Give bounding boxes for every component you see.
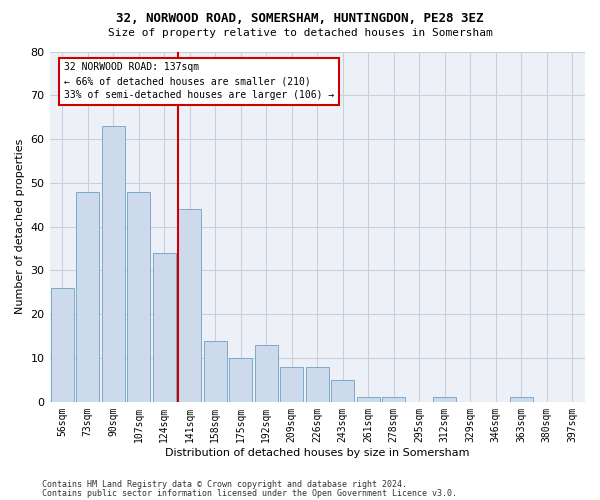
Bar [127, 192, 150, 402]
Bar [204, 340, 227, 402]
Bar [255, 345, 278, 402]
Y-axis label: Number of detached properties: Number of detached properties [15, 139, 25, 314]
Bar [433, 398, 456, 402]
Text: 32 NORWOOD ROAD: 137sqm
← 66% of detached houses are smaller (210)
33% of semi-d: 32 NORWOOD ROAD: 137sqm ← 66% of detache… [64, 62, 335, 100]
Bar [357, 398, 380, 402]
Bar [510, 398, 533, 402]
Bar [280, 367, 303, 402]
Bar [102, 126, 125, 402]
Bar [153, 253, 176, 402]
Bar [382, 398, 405, 402]
Text: 32, NORWOOD ROAD, SOMERSHAM, HUNTINGDON, PE28 3EZ: 32, NORWOOD ROAD, SOMERSHAM, HUNTINGDON,… [116, 12, 484, 26]
Bar [331, 380, 354, 402]
Bar [76, 192, 99, 402]
Text: Contains public sector information licensed under the Open Government Licence v3: Contains public sector information licen… [42, 489, 457, 498]
Bar [229, 358, 252, 402]
Text: Contains HM Land Registry data © Crown copyright and database right 2024.: Contains HM Land Registry data © Crown c… [42, 480, 407, 489]
Bar [51, 288, 74, 402]
Bar [178, 209, 201, 402]
Bar [306, 367, 329, 402]
X-axis label: Distribution of detached houses by size in Somersham: Distribution of detached houses by size … [165, 448, 470, 458]
Text: Size of property relative to detached houses in Somersham: Size of property relative to detached ho… [107, 28, 493, 38]
